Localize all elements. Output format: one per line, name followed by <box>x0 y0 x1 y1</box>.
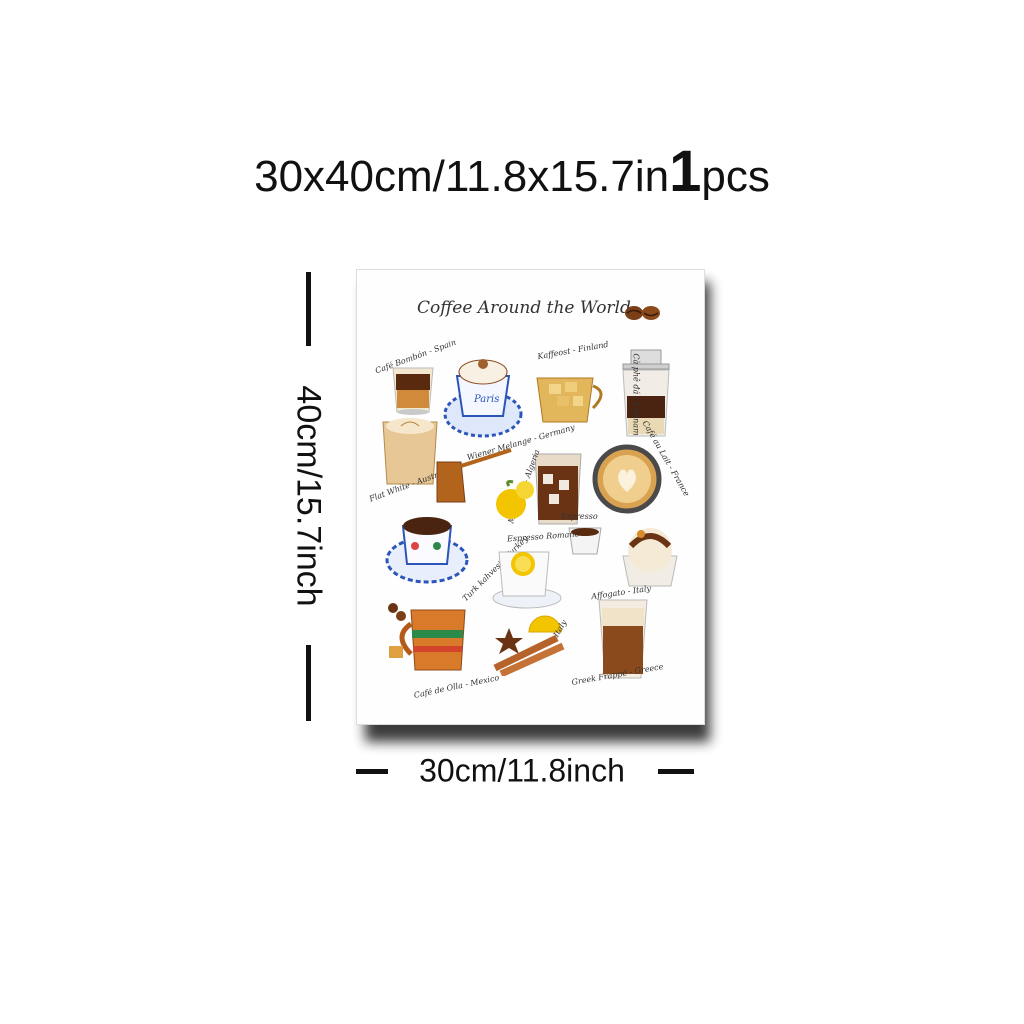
size-heading: 30x40cm/11.8x15.7in1pcs <box>0 138 1024 205</box>
poster: Coffee Around the World Café Bombón - Sp… <box>356 269 705 725</box>
lemon-slice-icon <box>527 612 563 636</box>
greek-frappe-glass-icon <box>595 596 651 682</box>
height-dimension-line-top <box>306 272 311 346</box>
espresso-romano-cup-icon <box>491 540 565 612</box>
label-ca-phe-da: Cà phê đá - Vietnam <box>631 353 641 436</box>
width-dimension-line-left <box>356 769 388 774</box>
height-dimension-line-bottom <box>306 645 311 721</box>
size-text: 30x40cm/11.8x15.7in <box>254 152 670 201</box>
width-dimension-label: 30cm/11.8inch <box>419 752 625 789</box>
turk-kahvesi-cup-icon <box>385 502 471 586</box>
cafe-bombon-glass-icon <box>387 362 439 418</box>
label-espresso: Espresso <box>561 512 598 521</box>
ca-phe-da-filter-icon <box>615 348 677 444</box>
width-dimension-line-right <box>658 769 694 774</box>
coffee-beans-icon <box>625 306 660 320</box>
poster-title: Coffee Around the World <box>417 298 631 318</box>
quantity-unit: pcs <box>701 152 770 201</box>
cafe-de-olla-mug-icon <box>381 600 481 680</box>
height-dimension-label: 40cm/15.7inch <box>289 385 328 607</box>
flat-white-glass-icon <box>379 416 441 488</box>
affogato-dessert-icon <box>617 520 683 592</box>
lemon-icon <box>495 478 537 524</box>
turkish-cezve-icon <box>431 448 513 506</box>
quantity-number: 1 <box>669 139 702 204</box>
kaffeost-cup-icon <box>533 364 609 432</box>
mazagran-glass-icon <box>529 448 587 528</box>
cafe-au-lait-cup-icon <box>591 442 665 516</box>
svg-text:Paris: Paris <box>473 394 499 405</box>
espresso-cup-icon <box>565 524 607 560</box>
cinnamon-star-anise-icon <box>487 616 577 676</box>
wiener-melange-cup-icon: Paris <box>443 350 523 442</box>
label-kaffeost: Kaffeost - Finland <box>536 339 610 362</box>
